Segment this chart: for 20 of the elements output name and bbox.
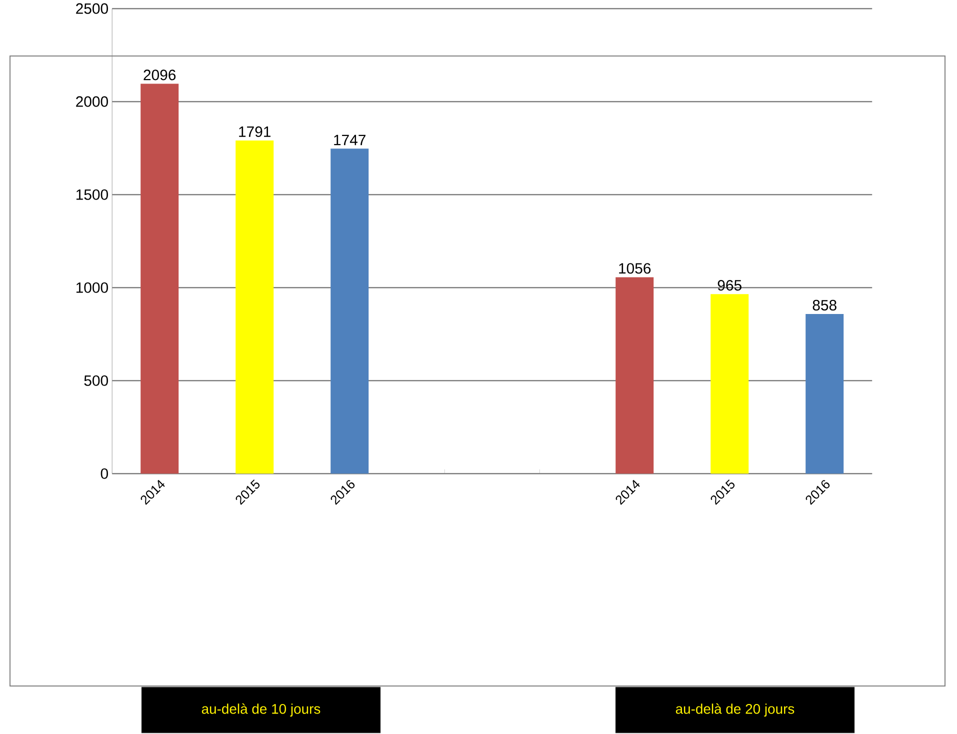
bar <box>616 277 654 474</box>
data-label: 1791 <box>239 126 270 137</box>
bar <box>140 84 179 474</box>
data-label: 1747 <box>334 134 366 146</box>
bar <box>330 148 369 474</box>
y-tick-label: 500 <box>84 375 108 386</box>
data-label: 2096 <box>144 70 176 80</box>
y-tick-label: 2500 <box>76 3 108 14</box>
bar <box>806 314 844 474</box>
data-label: 1056 <box>619 263 651 274</box>
data-label: 858 <box>812 300 836 310</box>
y-tick-label: 0 <box>100 468 108 479</box>
data-label: 965 <box>718 280 742 291</box>
text: au-delà de 10 jours <box>202 703 320 717</box>
y-tick-label: 2000 <box>76 96 108 107</box>
text: au-delà de 20 jours <box>676 703 794 717</box>
y-tick-label: 1000 <box>76 282 108 293</box>
y-tick-label: 1500 <box>76 189 108 200</box>
bar <box>236 140 274 474</box>
bar <box>710 294 749 474</box>
